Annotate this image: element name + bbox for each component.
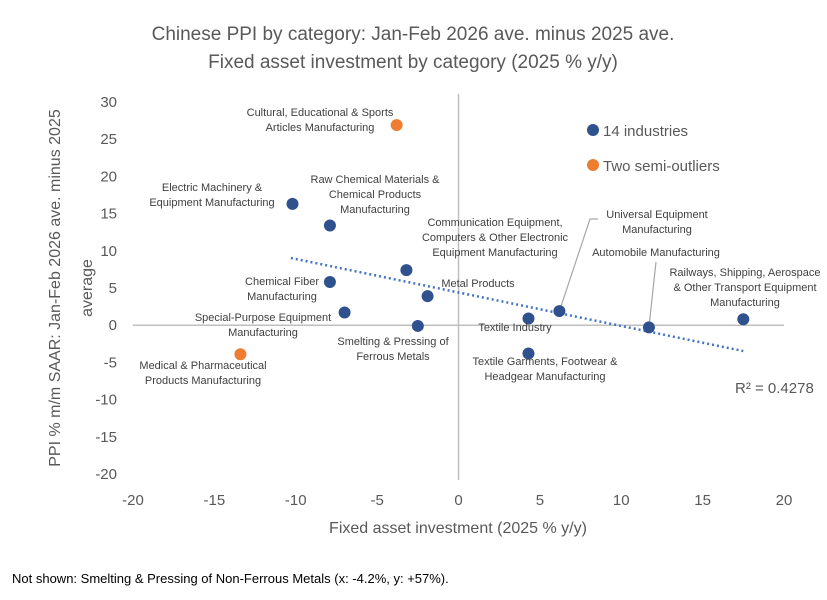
y-tick-label: -5 [104, 354, 117, 371]
chart-title: Chinese PPI by category: Jan-Feb 2026 av… [152, 24, 675, 45]
data-point-label: Manufacturing [228, 327, 298, 339]
y-tick-label: 5 [109, 280, 117, 297]
y-tick-label: -20 [95, 466, 117, 483]
data-point-label: Manufacturing [622, 224, 692, 236]
data-point-label: Medical & Pharmaceutical [139, 360, 266, 372]
data-point-label: Ferrous Metals [356, 351, 430, 363]
data-point [522, 312, 535, 325]
leader-line [558, 218, 598, 312]
data-point [411, 319, 424, 332]
x-tick-label: 10 [613, 492, 630, 509]
y-tick-label: 0 [109, 317, 117, 334]
data-point [737, 313, 750, 326]
data-point-label: Chemical Fiber [245, 276, 319, 288]
legend-label: 14 industries [603, 123, 688, 140]
data-point [390, 119, 403, 132]
data-point-label: Universal Equipment [606, 209, 708, 221]
data-point-label: Raw Chemical Materials & [311, 174, 441, 186]
data-point [642, 321, 655, 334]
data-point [323, 276, 336, 289]
trendline [290, 256, 744, 353]
data-point-label: Textile Industry [478, 322, 552, 334]
x-tick-label: 5 [536, 492, 544, 509]
data-point-label: Equipment Manufacturing [149, 197, 274, 209]
y-tick-label: 10 [100, 243, 117, 260]
y-tick-label: 15 [100, 206, 117, 223]
data-point-label: Special-Purpose Equipment [195, 312, 331, 324]
x-tick-label: 15 [694, 492, 711, 509]
data-point-label: & Other Transport Equipment [673, 282, 816, 294]
leader-line [648, 261, 657, 328]
data-point-label: Chemical Products [329, 189, 422, 201]
data-point-label: Smelting & Pressing of [337, 336, 449, 348]
x-tick-label: -15 [204, 492, 226, 509]
x-tick-label: 0 [454, 492, 462, 509]
x-tick-label: -20 [122, 492, 144, 509]
data-point [553, 305, 566, 318]
y-tick-label: 30 [100, 94, 117, 111]
r-squared-label: R² = 0.4278 [735, 380, 814, 397]
y-tick-label: -10 [95, 392, 117, 409]
data-point [522, 347, 535, 360]
data-point-label: Automobile Manufacturing [592, 247, 720, 259]
data-point-label: Equipment Manufacturing [432, 247, 557, 259]
data-point-label: Cultural, Educational & Sports [247, 107, 394, 119]
data-point [286, 197, 299, 210]
y-axis-label: PPI % m/m SAAR: Jan-Feb 2026 ave. minus … [47, 109, 64, 467]
x-tick-label: 20 [776, 492, 793, 509]
data-point [400, 264, 413, 277]
data-point-label: Articles Manufacturing [266, 122, 375, 134]
chart-title: Fixed asset investment by category (2025… [208, 52, 618, 73]
y-axis-label: average [79, 259, 96, 317]
data-point-label: Textile Garments, Footwear & [473, 356, 619, 368]
data-point-label: Manufacturing [247, 291, 317, 303]
data-point-label: Manufacturing [340, 204, 410, 216]
data-point-label: Metal Products [441, 278, 515, 290]
data-point-label: Products Manufacturing [145, 375, 261, 387]
footnote: Not shown: Smelting & Pressing of Non-Fe… [12, 571, 449, 586]
y-tick-label: 25 [100, 131, 117, 148]
legend-marker [587, 159, 599, 171]
data-point-label: Railways, Shipping, Aerospace [669, 267, 820, 279]
data-point [323, 219, 336, 232]
data-point-label: Headgear Manufacturing [484, 371, 605, 383]
data-point-label: Electric Machinery & [162, 182, 263, 194]
legend-label: Two semi-outliers [603, 158, 720, 175]
x-tick-label: -5 [370, 492, 383, 509]
x-axis-label: Fixed asset investment (2025 % y/y) [329, 520, 587, 537]
y-tick-label: -15 [95, 429, 117, 446]
data-point-label: Communication Equipment, [427, 217, 562, 229]
y-tick-label: 20 [100, 168, 117, 185]
x-tick-label: -10 [285, 492, 307, 509]
data-point-label: Manufacturing [710, 297, 780, 309]
data-point [338, 306, 351, 319]
data-point [234, 348, 247, 361]
legend-marker [587, 124, 599, 136]
data-point [421, 290, 434, 303]
data-point-label: Computers & Other Electronic [422, 232, 569, 244]
